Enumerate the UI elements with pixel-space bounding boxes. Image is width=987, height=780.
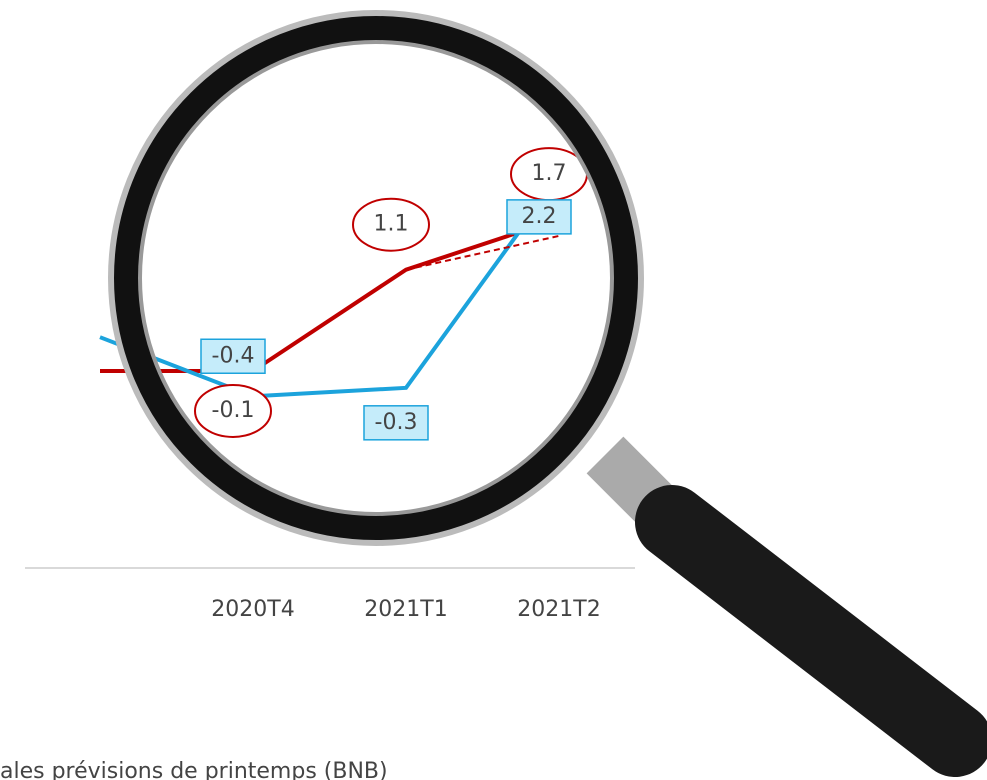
data-label: -0.4 <box>212 343 255 368</box>
label-box <box>200 338 266 374</box>
lens-rim-inner <box>138 40 614 516</box>
label-box <box>363 405 429 441</box>
plot-area: 2020T4 2021T1 2021T2 -0.1 1.1 1.7 -0.4 -0.3 2.2 <box>99 147 601 622</box>
x-tick-label: 2021T2 <box>517 597 600 622</box>
lens-rim <box>113 15 639 541</box>
x-tick-label: 2020T4 <box>211 597 294 622</box>
label-box <box>506 199 572 235</box>
label-ellipse <box>352 197 430 252</box>
series-line <box>405 234 560 271</box>
label-ellipse <box>194 383 272 438</box>
series-line <box>100 217 560 373</box>
handle <box>635 485 987 777</box>
data-label: -0.1 <box>212 398 255 423</box>
data-label: 1.1 <box>374 212 409 237</box>
x-tick-label: 2021T1 <box>364 597 447 622</box>
data-label: 2.2 <box>522 204 557 229</box>
data-label: 1.7 <box>532 161 567 186</box>
lens-rim-outer <box>108 10 644 546</box>
data-label: -0.3 <box>375 410 418 435</box>
series-line <box>99 175 561 399</box>
magnifier <box>108 10 987 777</box>
source-note: ales prévisions de printemps (BNB) <box>0 759 388 780</box>
